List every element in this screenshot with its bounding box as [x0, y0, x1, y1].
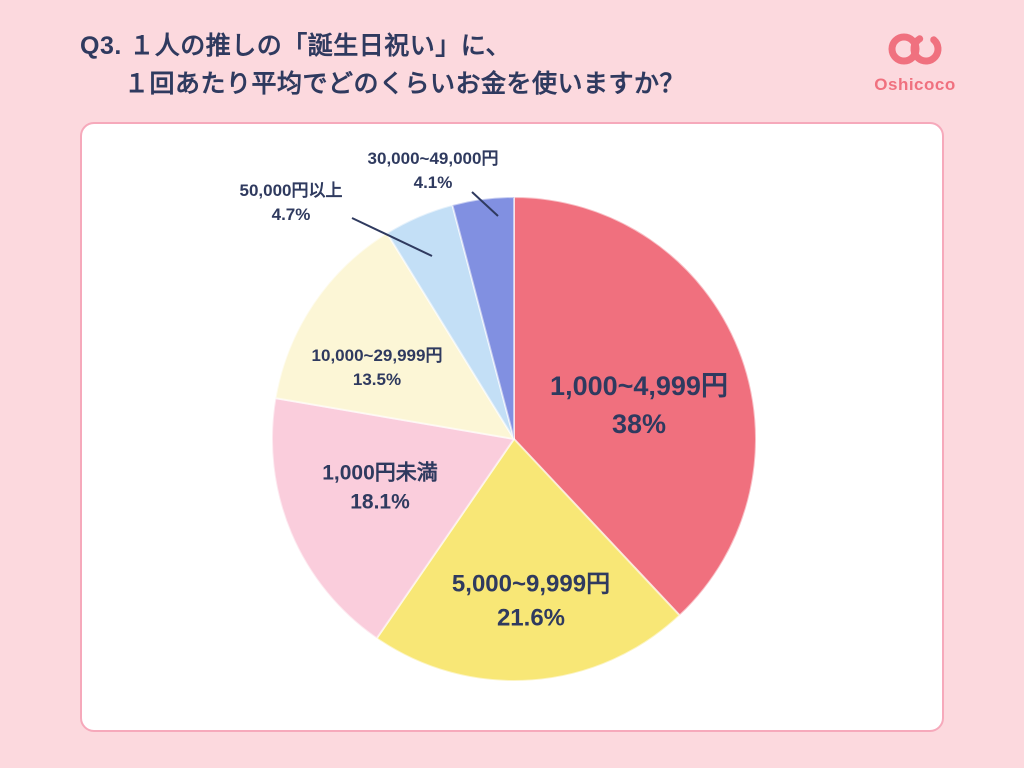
slice-label-0-name: 1,000~4,999円: [550, 371, 728, 402]
slice-label-1: 5,000~9,999円 21.6%: [452, 567, 610, 634]
pie-slice-1: [375, 438, 681, 682]
oshicoco-logo-icon: [888, 33, 942, 65]
slice-label-4-name: 50,000円以上: [239, 181, 343, 201]
slice-label-5: 30,000~49,000円 4.1%: [368, 147, 499, 195]
slice-label-3-pct: 13.5%: [352, 370, 402, 389]
pie-slice-2: [271, 397, 515, 640]
slice-label-1-name: 5,000~9,999円: [451, 570, 611, 598]
question-line-2: １回あたり平均でどのくらいお金を使いますか？: [124, 69, 686, 98]
pie-slice-0: [513, 196, 757, 617]
slice-label-2-pct: 18.1%: [350, 491, 410, 514]
slice-label-4-pct: 4.7%: [271, 205, 311, 224]
leader-line-50000: [351, 217, 433, 257]
slice-label-3: 10,000~29,999円 13.5%: [312, 344, 443, 392]
slice-label-0: 1,000~4,999円 38%: [550, 368, 728, 444]
slice-label-4: 50,000円以上 4.7%: [240, 179, 343, 227]
slice-label-2-name: 1,000円未満: [322, 461, 438, 485]
chart-card: 1,000~4,999円 38% 5,000~9,999円 21.6% 1,00…: [80, 122, 944, 732]
pie-slice-5: [451, 196, 515, 440]
slice-label-2: 1,000円未満 18.1%: [322, 459, 438, 518]
slice-label-5-name: 30,000~49,000円: [367, 149, 499, 169]
page-title: Q3. １人の推しの「誕生日祝い」に、 １回あたり平均でどのくらいお金を使います…: [80, 28, 685, 103]
pie-svg: [271, 191, 757, 682]
slice-label-3-name: 10,000~29,999円: [311, 346, 443, 366]
slice-label-1-pct: 21.6%: [496, 604, 566, 631]
oshicoco-logo-text: Oshicoco: [874, 75, 956, 94]
question-line-1: Q3. １人の推しの「誕生日祝い」に、: [80, 32, 511, 60]
oshicoco-logo: Oshicoco: [870, 30, 960, 95]
slice-label-5-pct: 4.1%: [413, 173, 453, 192]
pie-slices: [271, 196, 757, 682]
slice-label-0-pct: 38%: [611, 409, 667, 439]
pie-slice-3: [274, 232, 515, 440]
leader-line-30000: [471, 191, 499, 217]
